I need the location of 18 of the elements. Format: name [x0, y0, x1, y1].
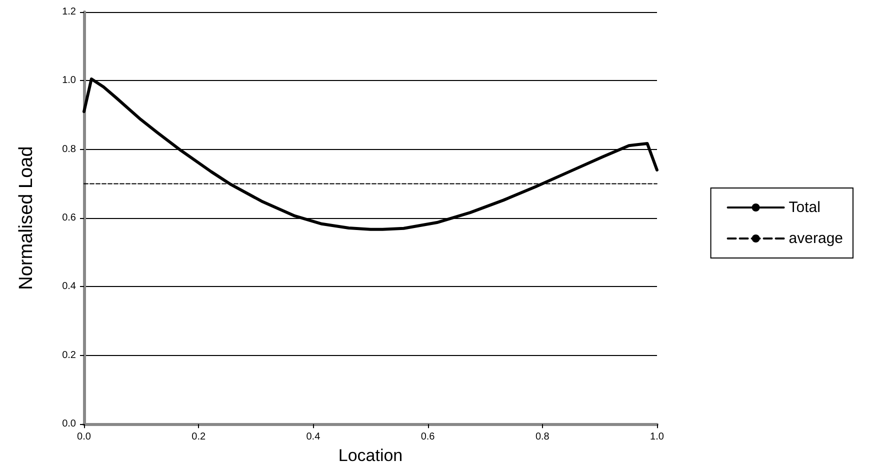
- legend-label: Total: [788, 199, 820, 216]
- x-tick-label: 0.4: [306, 432, 321, 443]
- x-tick-label: 0.8: [535, 432, 550, 443]
- x-tick-label: 0.2: [192, 432, 206, 443]
- y-tick-label: 1.0: [62, 75, 76, 86]
- line-series: [82, 77, 658, 231]
- y-tick-label: 0.0: [62, 418, 76, 430]
- y-axis-title: Normalised Load: [16, 146, 37, 290]
- y-tick-label: 0.6: [62, 212, 76, 224]
- x-tick-label: 0.6: [420, 432, 436, 443]
- x-axis-title: Location: [338, 446, 403, 465]
- legend-label: average: [788, 230, 844, 247]
- y-tick-label: 1.2: [62, 6, 76, 18]
- y-tick-label: 0.2: [62, 350, 76, 361]
- x-tick-label: 1.0: [650, 432, 664, 443]
- y-tick-label: 0.4: [62, 281, 76, 292]
- x-tick-label: 0.0: [77, 432, 92, 443]
- y-tick-label: 0.8: [62, 144, 76, 155]
